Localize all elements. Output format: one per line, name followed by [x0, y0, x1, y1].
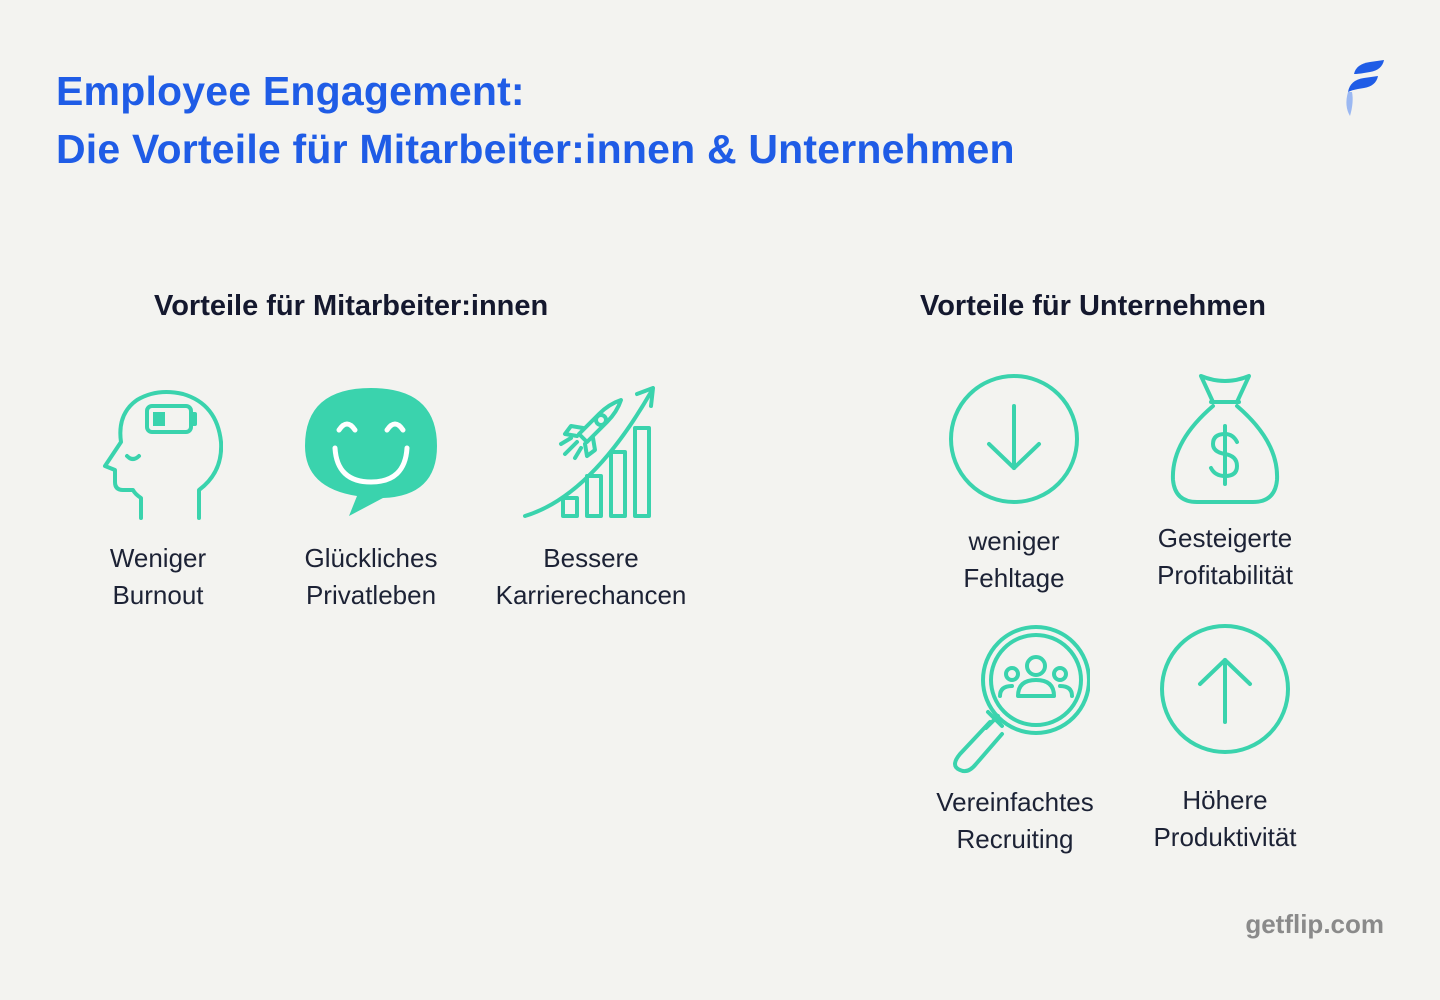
label-line: Produktivität [1153, 822, 1297, 852]
benefit-item-karriere: Bessere Karrierechancen [486, 386, 696, 614]
benefit-item-profitabilitaet: Gesteigerte Profitabilität [1132, 372, 1318, 594]
companies-heading: Vorteile für Unternehmen [920, 290, 1266, 322]
label-line: Privatleben [305, 580, 437, 610]
label-line: Recruiting [956, 824, 1074, 854]
head-battery-icon [103, 390, 223, 520]
benefit-item-recruiting: Vereinfachtes Recruiting [918, 622, 1112, 858]
label-line: Bessere [543, 543, 639, 573]
benefit-item-produktivitaet: Höhere Produktivität [1132, 622, 1318, 856]
benefit-item-privatleben: Glückliches Privatleben [276, 386, 466, 614]
label-line: Glückliches [304, 543, 438, 573]
label-line: Profitabilität [1157, 560, 1293, 590]
label-line: Gesteigerte [1157, 523, 1293, 553]
title-line-2: Die Vorteile für Mitarbeiter:innen & Unt… [56, 126, 1015, 172]
arrow-up-circle-icon [1160, 624, 1290, 754]
footer-url: getflip.com [1245, 909, 1384, 939]
label-line: Vereinfachtes [936, 787, 1094, 817]
flip-logo-icon [1346, 60, 1384, 116]
arrow-down-circle-icon [949, 374, 1079, 504]
label-line: Höhere [1182, 785, 1268, 815]
rocket-growth-chart-icon [523, 386, 655, 518]
title-line-1: Employee Engagement: [56, 68, 525, 114]
benefit-item-burnout: Weniger Burnout [70, 386, 246, 614]
magnifier-people-icon [953, 625, 1090, 774]
benefit-item-fehltage: weniger Fehltage [924, 372, 1104, 597]
label-line: Burnout [112, 580, 204, 610]
money-bag-icon [1170, 374, 1280, 504]
label-line: weniger [968, 526, 1060, 556]
page-title: Employee Engagement: Die Vorteile für Mi… [56, 62, 1015, 178]
label-line: Weniger [109, 543, 207, 573]
label-line: Karrierechancen [495, 580, 687, 610]
employees-heading: Vorteile für Mitarbeiter:innen [154, 290, 549, 322]
label-line: Fehltage [963, 563, 1065, 593]
smiley-speech-bubble-icon [305, 388, 437, 516]
